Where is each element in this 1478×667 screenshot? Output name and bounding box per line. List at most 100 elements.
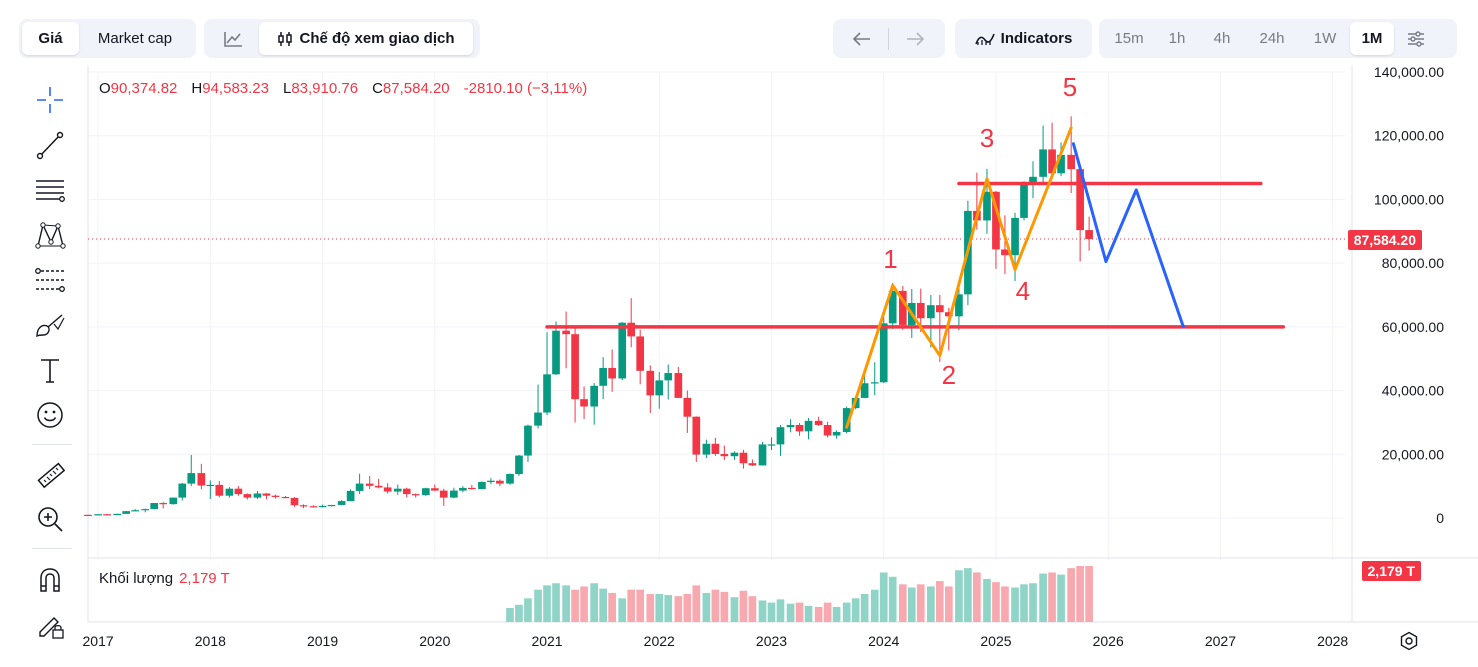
volume-bar [636, 589, 645, 622]
candle-body [355, 483, 364, 491]
candle [393, 484, 402, 495]
timeframe-4h[interactable]: 4h [1213, 30, 1231, 47]
candle [309, 505, 318, 508]
volume-bar [711, 589, 720, 622]
candle-body [243, 494, 252, 498]
horizontal-lines-tool[interactable] [30, 170, 70, 210]
timeframe-1h[interactable]: 1h [1168, 30, 1186, 47]
volume-bar [888, 576, 897, 622]
time-axis-settings-button[interactable] [1398, 630, 1420, 652]
magnet-tool[interactable] [30, 560, 70, 600]
text-tool[interactable] [30, 350, 70, 390]
candle [327, 504, 336, 507]
volume-bar [804, 605, 813, 622]
candle-body [1001, 249, 1009, 256]
volume-bar [936, 581, 944, 622]
volume-legend: Khối lượng 2,179 T [99, 570, 230, 587]
candle-body [683, 397, 692, 417]
nav-divider [888, 27, 889, 50]
x-tick-label: 2017 [83, 633, 114, 649]
timeframe-1w[interactable]: 1W [1313, 30, 1337, 47]
volume-bar [842, 602, 851, 622]
timeframe-24h[interactable]: 24h [1259, 30, 1285, 47]
candle [150, 503, 159, 510]
candle [1057, 142, 1065, 177]
candle [355, 473, 364, 495]
history-nav [833, 19, 945, 58]
wave-label: 3 [980, 123, 994, 153]
candle [1029, 161, 1037, 199]
text-icon [41, 359, 59, 383]
candle [786, 419, 795, 433]
volume-bar [543, 585, 551, 622]
lock-drawings-tool[interactable] [30, 605, 70, 645]
candle [1001, 215, 1009, 274]
candle [253, 490, 262, 499]
volume-bar [646, 594, 655, 622]
elliott-wave-path [845, 126, 1073, 429]
trendline-tool[interactable] [30, 125, 70, 165]
fib-tool[interactable] [30, 260, 70, 300]
indicators-group: Indicators [955, 19, 1092, 58]
candle-body [1029, 176, 1037, 185]
candle-body [206, 484, 215, 487]
candle [955, 283, 963, 331]
candle [450, 487, 458, 499]
line-chart-button[interactable] [207, 22, 259, 55]
candle [271, 494, 280, 499]
candle [562, 311, 570, 369]
brush-icon [36, 314, 65, 338]
volume-bar [927, 586, 935, 622]
candle [599, 357, 607, 400]
wave-label: 5 [1063, 72, 1077, 102]
volume-bar [992, 582, 1000, 622]
chart-settings-button[interactable] [1394, 22, 1438, 55]
candle-body [94, 514, 102, 516]
candle-body [365, 483, 374, 486]
candle [383, 483, 392, 494]
timeframe-1m[interactable]: 1M [1350, 22, 1394, 55]
candle [1020, 181, 1028, 221]
candle-body [234, 488, 243, 495]
candle [702, 439, 711, 459]
candle-body [814, 420, 823, 425]
tab-price[interactable]: Giá [22, 22, 79, 55]
candle-body [702, 443, 711, 455]
volume-bar [1085, 566, 1093, 622]
legend-close: C87,584.20 [372, 80, 450, 97]
redo-button[interactable] [889, 22, 941, 55]
candle-body [131, 510, 139, 512]
candle-body [169, 497, 178, 505]
candle-body [786, 424, 795, 428]
crosshair-icon [37, 87, 63, 113]
volume-bar [571, 589, 579, 622]
candle [767, 437, 776, 451]
candle-body [879, 323, 888, 383]
trading-mode-button[interactable]: Chế độ xem giao dịch [259, 22, 473, 55]
chart-axes: 140,000.00120,000.00100,000.0080,000.006… [83, 64, 1445, 649]
emoji-icon [37, 402, 63, 428]
candle-body [860, 383, 869, 398]
brush-tool[interactable] [30, 305, 70, 345]
timeframe-15m[interactable]: 15m [1114, 30, 1144, 47]
zoom-icon [38, 507, 63, 532]
candle-body [150, 503, 159, 510]
pattern-tool[interactable] [30, 215, 70, 255]
lock-icon [39, 617, 64, 639]
volume-bar [590, 583, 599, 622]
tab-market-cap[interactable]: Market cap [97, 30, 173, 47]
candle [515, 454, 523, 476]
candle-body [655, 380, 664, 396]
adjust-icon [1408, 30, 1424, 47]
candle [627, 298, 636, 348]
candle [234, 486, 243, 496]
indicators-button[interactable]: Indicators [958, 22, 1089, 55]
ruler-tool[interactable] [30, 455, 70, 495]
undo-button[interactable] [836, 22, 888, 55]
volume-bar [618, 598, 627, 622]
zoom-tool[interactable] [30, 499, 70, 539]
emoji-tool[interactable] [30, 395, 70, 435]
x-tick-label: 2025 [980, 633, 1011, 649]
crosshair-tool[interactable] [30, 80, 70, 120]
